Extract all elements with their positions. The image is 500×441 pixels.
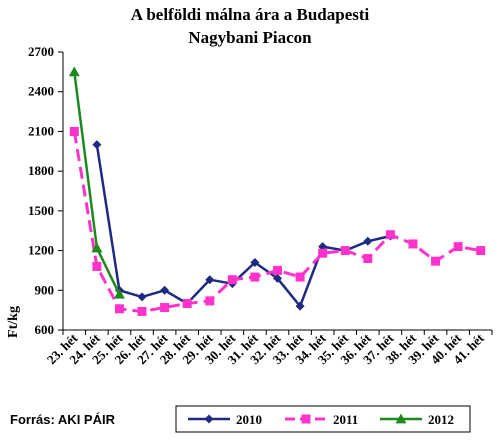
data-point-2011 (295, 272, 305, 282)
chart-title-line1: A belföldi málna ára a Budapesti (131, 5, 370, 24)
data-point-2012 (113, 288, 125, 299)
source-note: Forrás: AKI PÁIR (10, 412, 116, 427)
data-point-2011 (250, 272, 260, 282)
data-point-2010 (250, 257, 260, 267)
chart-title-line2: Nagybani Piacon (188, 28, 312, 47)
data-point-2011 (318, 248, 328, 258)
data-point-2011 (182, 299, 192, 309)
data-point-2012 (91, 242, 103, 253)
series-layer (68, 66, 486, 316)
legend-item-2011: 2011 (285, 412, 358, 427)
data-point-2011 (340, 246, 350, 256)
data-point-2012 (68, 66, 80, 77)
data-point-2011 (363, 254, 373, 264)
legend-label: 2011 (333, 412, 358, 427)
data-point-2011 (160, 302, 170, 312)
y-tick-label: 2400 (28, 84, 54, 99)
legend-item-2012: 2012 (380, 412, 454, 427)
legend-item-2010: 2010 (188, 412, 262, 427)
plot-area (62, 52, 492, 331)
data-point-2011 (385, 230, 395, 240)
data-point-2011 (476, 246, 486, 256)
data-point-2011 (114, 304, 124, 314)
data-point-2011 (137, 306, 147, 316)
y-tick-label: 1800 (28, 163, 54, 178)
data-point-2010 (137, 292, 147, 302)
y-tick-label: 2100 (28, 123, 54, 138)
data-point-2011 (453, 242, 463, 252)
data-point-2010 (92, 140, 102, 150)
data-point-2011 (205, 296, 215, 306)
series-line-2010 (95, 144, 391, 308)
y-tick-label: 1200 (28, 243, 54, 258)
series-2012 (68, 66, 125, 299)
y-tick-label: 900 (35, 282, 55, 297)
y-tick-label: 600 (35, 322, 55, 337)
data-point-2011 (69, 126, 79, 136)
data-point-2011 (408, 239, 418, 249)
y-axis: 600 900 1200 1500 1800 2100 2400 2700 (28, 44, 63, 337)
legend-swatch-marker (395, 413, 407, 424)
data-point-2010 (205, 275, 215, 285)
series-line-2011 (72, 131, 481, 313)
legend-swatch-marker (301, 414, 311, 424)
legend: 2010 2011 2012 (188, 412, 454, 427)
data-point-2011 (92, 261, 102, 271)
data-point-2011 (273, 265, 282, 275)
y-tick-label: 1500 (28, 203, 54, 218)
series-2010 (92, 140, 395, 311)
data-point-2010 (160, 285, 170, 295)
legend-label: 2012 (428, 412, 454, 427)
y-axis-label: Ft/kg (6, 306, 21, 338)
data-point-2010 (363, 236, 373, 246)
data-point-2010 (273, 273, 282, 283)
series-2011 (69, 126, 486, 316)
data-point-2011 (431, 256, 441, 266)
data-point-2011 (227, 275, 237, 285)
data-point-2010 (295, 301, 305, 311)
legend-swatch-marker (204, 414, 214, 424)
legend-label: 2010 (236, 412, 262, 427)
y-tick-label: 2700 (28, 44, 54, 59)
